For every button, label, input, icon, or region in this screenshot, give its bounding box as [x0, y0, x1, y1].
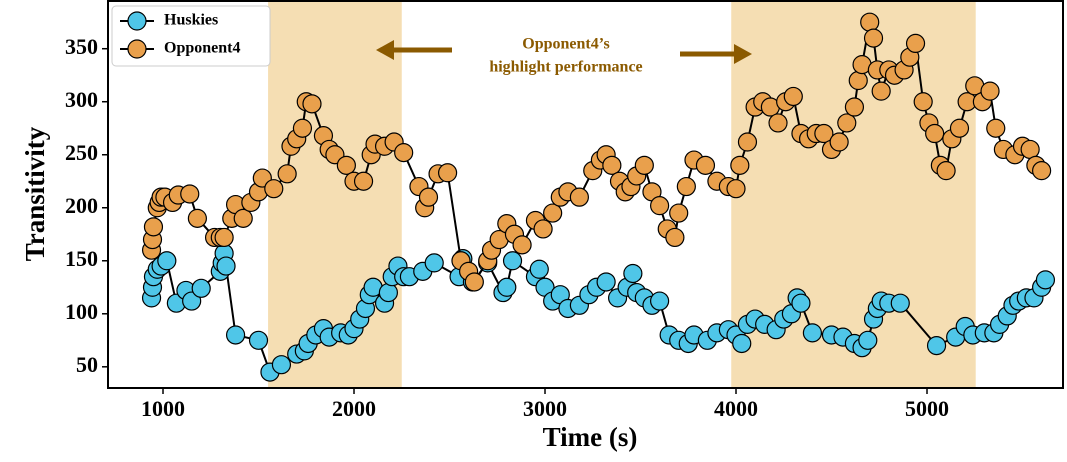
data-point [791, 293, 811, 313]
data-point [336, 155, 356, 175]
plot-layer [141, 12, 1056, 382]
data-point [837, 113, 857, 133]
data-point [860, 12, 880, 32]
data-point [353, 171, 374, 191]
data-point [783, 86, 803, 107]
data-point [730, 155, 750, 175]
y-tick-label: 50 [76, 352, 98, 377]
data-point [936, 161, 956, 181]
data-point [424, 253, 444, 273]
annotation-text: Opponent4’s [522, 36, 609, 53]
data-point [737, 132, 758, 152]
data-point [1020, 139, 1040, 160]
data-point [157, 251, 177, 271]
arrow-right-head [734, 44, 752, 64]
y-tick-label: 150 [65, 246, 98, 271]
legend-label: Huskies [164, 12, 218, 29]
data-point [187, 208, 207, 228]
data-point [216, 256, 236, 276]
data-point [848, 70, 868, 91]
data-point [543, 203, 563, 223]
data-point [871, 81, 891, 101]
y-tick-label: 300 [65, 87, 98, 112]
data-point [378, 282, 398, 303]
y-tick-label: 100 [65, 299, 98, 324]
data-point [726, 179, 746, 199]
legend: Huskies Opponent4 [111, 5, 271, 67]
y-tick-label: 350 [65, 34, 98, 59]
x-tick-label: 2000 [332, 396, 376, 421]
data-point [814, 123, 834, 144]
x-tick-label: 5000 [905, 396, 949, 421]
data-point [214, 227, 234, 248]
data-point [665, 227, 685, 248]
x-tick-label: 3000 [523, 396, 567, 421]
data-point [533, 219, 553, 239]
data-point [143, 217, 164, 237]
data-point [623, 263, 643, 284]
data-point [949, 118, 970, 138]
legend-marker [127, 11, 147, 31]
data-point [986, 118, 1006, 138]
legend-label: Opponent4 [164, 40, 240, 57]
data-point [437, 163, 458, 183]
data-point [502, 251, 523, 271]
y-tick-label: 200 [65, 193, 98, 218]
data-point [829, 132, 849, 152]
data-point [596, 272, 616, 292]
data-point [980, 81, 1000, 101]
data-point [863, 28, 884, 48]
data-point [512, 235, 532, 255]
data-point [497, 277, 517, 297]
annotation: Opponent4’s highlight performance [376, 36, 752, 76]
y-tick-label: 250 [65, 140, 98, 165]
data-point [602, 155, 622, 175]
data-point [569, 187, 589, 207]
data-point [926, 335, 947, 356]
data-point [191, 278, 211, 298]
data-point [890, 293, 910, 313]
data-point [844, 97, 865, 117]
data-point [394, 143, 414, 163]
data-point [1032, 161, 1052, 181]
data-point [277, 164, 297, 184]
data-point [925, 123, 945, 144]
data-point [225, 325, 246, 345]
data-point [650, 291, 670, 311]
plot-frame [107, 0, 1064, 389]
data-point [464, 272, 484, 292]
annotation-text: highlight performance [489, 59, 642, 76]
highlight-span [268, 1, 402, 388]
data-point [695, 155, 716, 175]
x-tick-label: 4000 [714, 396, 758, 421]
data-point [271, 355, 292, 375]
data-point [180, 184, 200, 204]
data-point [905, 33, 926, 54]
data-point [913, 92, 933, 112]
data-point [529, 259, 549, 279]
data-point [264, 179, 284, 199]
data-point [418, 187, 439, 207]
data-point [233, 208, 253, 228]
data-point [1035, 270, 1056, 290]
data-point [676, 176, 696, 197]
data-point [802, 323, 823, 343]
data-point [858, 330, 878, 350]
y-axis-label: Transitivity [20, 126, 50, 261]
x-axis-label: Time (s) [543, 422, 638, 452]
data-point [768, 113, 788, 133]
data-point [292, 118, 313, 138]
data-point [669, 203, 689, 223]
data-point [302, 94, 322, 114]
data-point [182, 291, 202, 311]
x-tick-label: 1000 [141, 396, 185, 421]
data-point [634, 155, 654, 175]
legend-marker [127, 39, 147, 59]
data-point [650, 196, 670, 216]
data-point [732, 333, 752, 354]
data-point [248, 330, 269, 350]
arrow-left-head [376, 40, 394, 60]
